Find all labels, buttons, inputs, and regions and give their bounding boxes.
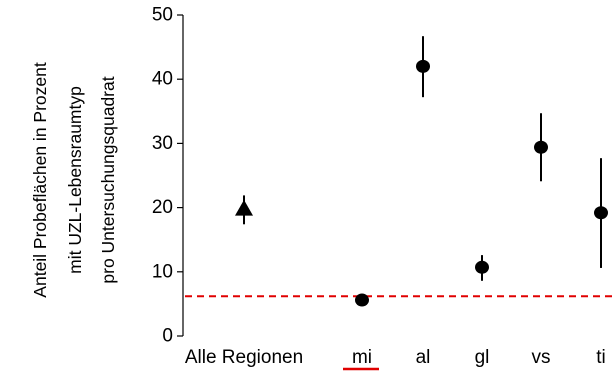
y-tick-label: 20 — [152, 197, 173, 218]
y-axis-label: Anteil Probeflächen in Prozent mit UZL-L… — [30, 62, 118, 298]
data-points — [235, 36, 608, 307]
y-tick-label: 50 — [152, 5, 173, 26]
data-point-mi — [355, 293, 369, 307]
x-category-label-vs: vs — [532, 347, 551, 368]
x-category-label-ti: ti — [596, 347, 606, 368]
x-category-label-alle-regionen: Alle Regionen — [185, 347, 303, 368]
data-point-al — [416, 59, 430, 73]
y-tick-label: 40 — [152, 69, 173, 90]
y-axis-label-line-1: Anteil Probeflächen in Prozent — [30, 62, 50, 298]
y-tick-label: 10 — [152, 261, 173, 282]
x-category-label-gl: gl — [475, 347, 490, 368]
y-axis-label-line-2: mit UZL-Lebensraumtyp — [65, 86, 85, 274]
y-tick-label: 30 — [152, 133, 173, 154]
data-point-ti — [594, 206, 608, 220]
y-tick-label: 0 — [162, 326, 173, 347]
y-axis: 0 10 20 30 40 50 — [152, 5, 184, 347]
x-axis-labels: Alle Regionen mi al gl vs ti — [185, 347, 606, 371]
data-point-alle-regionen — [235, 199, 253, 216]
x-category-label-mi: mi — [352, 347, 372, 368]
data-point-gl — [475, 260, 489, 274]
x-category-label-al: al — [416, 347, 431, 368]
y-axis-label-line-3: pro Untersuchungsquadrat — [98, 76, 118, 283]
data-point-vs — [534, 140, 548, 154]
